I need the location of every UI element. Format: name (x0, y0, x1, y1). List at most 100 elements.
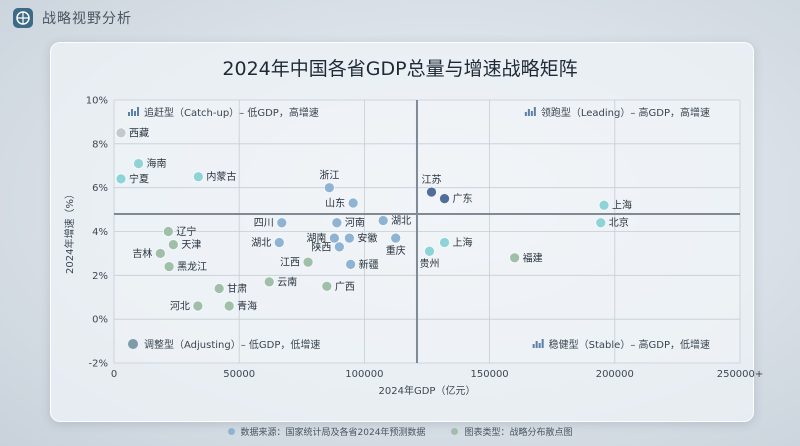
data-point (424, 245, 435, 257)
data-point (154, 248, 166, 259)
y-axis-label: 2024年增速（%） (63, 189, 76, 274)
data-point-label: 黑龙江 (177, 260, 207, 273)
data-point-label: 吉林 (132, 247, 152, 260)
bar-chart-icon (532, 344, 535, 348)
data-point (302, 256, 314, 268)
x-tick-label: 150000 (471, 369, 509, 380)
data-point (273, 237, 285, 248)
data-point (163, 261, 175, 272)
data-point-label: 新疆 (359, 258, 379, 271)
bar-chart-icon (128, 112, 130, 116)
data-point (321, 280, 333, 292)
data-point-label: 上海 (453, 236, 473, 249)
y-tick-label: 10% (86, 96, 108, 107)
data-point (162, 226, 174, 237)
data-point-label: 西藏 (129, 127, 149, 139)
data-point (115, 173, 127, 185)
bar-chart-icon (527, 109, 530, 116)
data-point-label: 安徽 (357, 232, 377, 245)
data-point-label: 福建 (523, 251, 543, 264)
chart-title: 2024年中国各省GDP总量与增速战略矩阵 (222, 58, 578, 80)
data-point-label: 重庆 (386, 244, 406, 257)
bar-chart-icon (524, 112, 527, 116)
bar-chart-icon (541, 339, 544, 348)
data-point (377, 215, 389, 226)
data-point (595, 217, 607, 229)
data-point (167, 239, 179, 251)
quadrant-label-catch-up: 追赶型（Catch-up）– 低GDP，高增速 (144, 106, 319, 119)
bar-chart-icon (134, 111, 136, 116)
data-point (192, 171, 204, 183)
data-point (598, 199, 610, 211)
bar-chart-icon (530, 111, 533, 116)
y-tick-label: 0% (92, 315, 108, 326)
data-point (390, 232, 402, 244)
bar-chart-icon (538, 343, 541, 348)
brand-logo-icon (13, 8, 33, 28)
data-point-label: 陕西 (311, 240, 331, 253)
data-point (426, 186, 437, 198)
data-point (192, 300, 204, 312)
data-point-label: 河北 (170, 301, 190, 313)
data-point-label: 湖北 (391, 215, 411, 227)
data-point-label: 甘肃 (227, 282, 247, 295)
data-point-label: 江苏 (422, 173, 442, 186)
data-point (439, 237, 450, 248)
x-tick-label: 50000 (223, 369, 255, 380)
footer-chart-type: 图表类型：战略分布散点图 (451, 424, 572, 438)
footer-source: 数据来源：国家统计局及各省2024年预测数据 (227, 424, 426, 438)
y-tick-label: -2% (89, 359, 108, 370)
data-point (213, 283, 225, 294)
quadrant-label-leading: 领跑型（Leading）– 高GDP，高增速 (541, 106, 710, 119)
quadrant-label-adjusting: 调整型（Adjusting）– 低GDP，低增速 (144, 338, 320, 351)
footer-chart-type-text: 图表类型：战略分布散点图 (464, 427, 573, 438)
data-point-label: 贵州 (420, 257, 440, 270)
data-point (347, 197, 359, 209)
data-point (439, 193, 450, 205)
data-point-label: 四川 (254, 218, 274, 229)
data-point (345, 258, 357, 270)
x-axis-label: 2024年GDP（亿元） (379, 384, 476, 397)
data-point (263, 276, 275, 288)
data-point (328, 232, 340, 244)
pie-chart-icon (128, 339, 138, 349)
x-tick-label: 0 (111, 369, 117, 380)
brand: 战略视野分析 (12, 6, 132, 30)
data-point (509, 252, 521, 264)
data-point-label: 青海 (237, 300, 257, 313)
data-point-label: 内蒙古 (206, 170, 236, 183)
x-tick-label: 100000 (345, 369, 383, 380)
data-point (223, 300, 235, 312)
data-point (323, 182, 335, 194)
data-point-label: 广西 (335, 281, 355, 293)
bar-chart-icon (137, 107, 139, 116)
y-tick-label: 2% (92, 271, 108, 282)
x-tick-label: 200000 (596, 369, 634, 380)
data-point-label: 天津 (181, 239, 201, 251)
y-tick-label: 8% (92, 139, 108, 150)
data-point-label: 上海 (612, 199, 632, 212)
data-point (333, 241, 345, 253)
footer-source-text: 数据来源：国家统计局及各省2024年预测数据 (240, 427, 426, 438)
data-point (133, 158, 144, 169)
data-point-label: 云南 (277, 275, 297, 288)
data-point-label: 河南 (345, 216, 365, 229)
source-dot-icon (227, 427, 235, 435)
bar-chart-icon (533, 107, 536, 116)
y-tick-label: 4% (92, 227, 108, 238)
chart-type-dot-icon (451, 427, 459, 435)
bar-chart-icon (535, 341, 538, 348)
data-point-label: 辽宁 (176, 225, 196, 238)
data-point (331, 217, 343, 229)
brand-name: 战略视野分析 (42, 11, 132, 27)
data-point (343, 232, 355, 244)
data-point (115, 127, 127, 139)
quadrant-label-stable: 稳健型（Stable）– 高GDP，低增速 (549, 338, 710, 351)
data-point (276, 217, 288, 229)
data-point-label: 浙江 (319, 170, 339, 182)
data-point-label: 江西 (280, 257, 300, 269)
y-tick-label: 6% (92, 183, 108, 194)
data-point-label: 湖南 (306, 232, 326, 245)
data-point-label: 海南 (147, 157, 167, 170)
data-point-label: 湖北 (251, 237, 271, 249)
